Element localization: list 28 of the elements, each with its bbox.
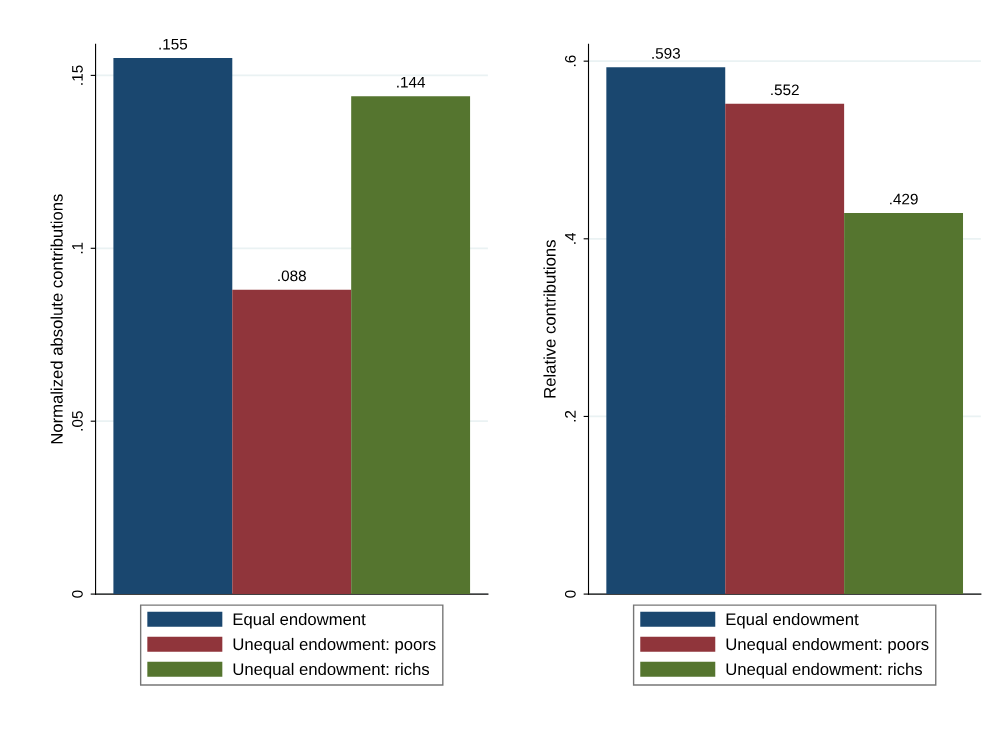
data-label: .552 <box>771 84 799 96</box>
y-axis-title: Relative contributions <box>543 240 556 398</box>
legend-label: Equal endowment <box>726 612 859 629</box>
y-tick-label: 0 <box>72 590 83 598</box>
data-label: .144 <box>397 76 426 88</box>
y-tick-label: .4 <box>565 232 576 244</box>
y-tick-label: .6 <box>564 55 576 67</box>
bar <box>351 96 471 595</box>
data-label: .593 <box>652 47 680 59</box>
legend-label: Unequal endowment: richs <box>233 662 430 679</box>
legend-label: Unequal endowment: richs <box>726 662 922 679</box>
data-label: .088 <box>278 270 306 282</box>
bar <box>113 58 233 595</box>
y-axis-title: Normalized absolute contributions <box>50 194 63 444</box>
y-tick-label: .1 <box>72 242 83 254</box>
data-label: .155 <box>159 38 188 50</box>
data-label: .429 <box>890 193 918 205</box>
y-tick-label: .15 <box>72 65 83 85</box>
legend-label: Unequal endowment: poors <box>233 637 436 654</box>
legend-label: Equal endowment <box>233 612 366 629</box>
y-tick-label: .2 <box>564 410 576 422</box>
bar <box>232 289 352 595</box>
bar <box>606 67 726 595</box>
bar <box>725 103 845 595</box>
y-tick-label: 0 <box>564 590 576 598</box>
y-tick-label: .05 <box>72 411 83 431</box>
legend-label: Unequal endowment: poors <box>726 637 929 654</box>
bar <box>844 213 964 595</box>
